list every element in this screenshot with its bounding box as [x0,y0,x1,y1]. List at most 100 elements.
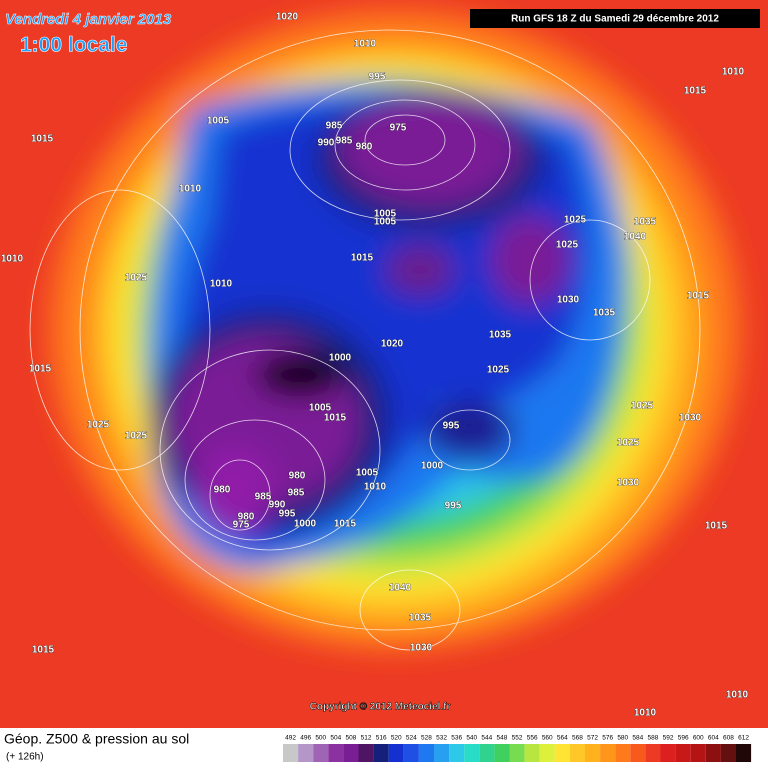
isobar-label: 990 [269,500,286,511]
isobar-label: 995 [445,501,462,512]
colorbar-swatch [464,744,480,762]
isobar-label: 995 [369,72,386,83]
colorbar-label: 576 [602,735,613,742]
isobar-label: 1010 [364,482,387,493]
colorbar-swatch [690,744,706,762]
isobar-label: 1015 [684,86,707,97]
colorbar-swatch [283,744,299,762]
colorbar-label: 580 [617,735,628,742]
colorbar-label: 536 [451,735,462,742]
colorbar-swatch [615,744,631,762]
colorbar-label: 508 [346,735,357,742]
colorbar-label: 612 [738,735,749,742]
isobar-label: 980 [289,471,306,482]
isobar-label: 1020 [381,339,404,350]
isobar-label: 985 [255,492,272,503]
colorbar-swatch [343,744,359,762]
colorbar-swatch [509,744,525,762]
colorbar-swatch [630,744,646,762]
colorbar-label: 524 [406,735,417,742]
isobar-label: 1015 [334,519,357,530]
colorbar-label: 608 [723,735,734,742]
colorbar-label: 520 [391,735,402,742]
isobar-label: 1005 [374,217,397,228]
colorbar-label: 596 [678,735,689,742]
isobar-label: 1015 [324,413,347,424]
isobar-label: 1015 [705,521,728,532]
isobar-label: 1010 [354,39,377,50]
time: 1:00 locale [20,34,127,57]
isobars [29,29,701,651]
isobar-label: 1025 [125,431,148,442]
colorbar-swatch [539,744,555,762]
colorbar-swatch [645,744,661,762]
colorbar-swatch [418,744,434,762]
colorbar-label: 584 [632,735,643,742]
isobar-label: 1025 [631,401,654,412]
colorbar-swatch [600,744,616,762]
run-info: Run GFS 18 Z du Samedi 29 décembre 2012 [511,14,719,25]
isobar-label: 1020 [276,12,299,23]
colorbar-label: 600 [693,735,704,742]
colorbar-swatch [298,744,314,762]
isobar-label: 1025 [87,420,110,431]
colorbar-swatch [449,744,465,762]
isobar-label: 985 [288,488,305,499]
isobar-label: 1030 [410,643,433,654]
isobar-label: 1015 [29,364,52,375]
isobar-label: 1015 [687,291,710,302]
colorbar-swatch [554,744,570,762]
isobar-label: 980 [214,485,231,496]
isobar-label: 1035 [409,613,432,624]
colorbar: 492 496 500 504 508 512 516 520 524 528 532 536 540 5… [283,735,752,762]
colorbar-swatch [569,744,585,762]
colorbar-label: 516 [376,735,387,742]
colorbar-label: 572 [587,735,598,742]
isobar-label: 990 [318,138,335,149]
run-box [470,9,760,28]
colorbar-label: 540 [466,735,477,742]
colorbar-swatch [403,744,419,762]
isobar-label: 1035 [593,308,616,319]
isobar-label: 995 [279,509,296,520]
isobar-label: 980 [356,142,373,153]
isobar-label: 975 [233,520,250,531]
colorbar-swatch [524,744,540,762]
colorbar-swatch [313,744,329,762]
legend-lead: (+ 126h) [6,752,44,763]
colorbar-swatch [585,744,601,762]
isobar-label: 1015 [351,253,374,264]
isobar-label: 1030 [617,478,640,489]
isobar-label: 1040 [624,232,647,243]
legend-title: Géop. Z500 & pression au sol [4,731,189,747]
colorbar-label: 604 [708,735,719,742]
copyright: Copyright © 2012 Meteociel.fr [310,702,451,713]
colorbar-swatch [328,744,344,762]
isobar-label: 1015 [32,645,55,656]
colorbar-swatch [358,744,374,762]
colorbar-label: 500 [315,735,326,742]
colorbar-swatch [479,744,495,762]
colorbar-label: 496 [300,735,311,742]
colorbar-label: 528 [421,735,432,742]
isobar-label: 995 [443,421,460,432]
isobar-label: 985 [336,136,353,147]
colorbar-label: 592 [663,735,674,742]
colorbar-label: 568 [572,735,583,742]
colorbar-label: 552 [512,735,523,742]
colorbar-swatch [675,744,691,762]
isobar-label: 1010 [634,708,657,719]
isobar-label: 1040 [389,583,412,594]
colorbar-swatch [720,744,736,762]
isobar-label: 1010 [722,67,745,78]
isobar-label: 1010 [210,279,233,290]
isobar-label: 1025 [564,215,587,226]
isobar-label: 1025 [487,365,510,376]
isobar-label: 1010 [726,690,749,701]
isobar-label: 1005 [374,209,397,220]
colorbar-swatch [705,744,721,762]
colorbar-swatch [434,744,450,762]
colorbar-label: 560 [542,735,553,742]
